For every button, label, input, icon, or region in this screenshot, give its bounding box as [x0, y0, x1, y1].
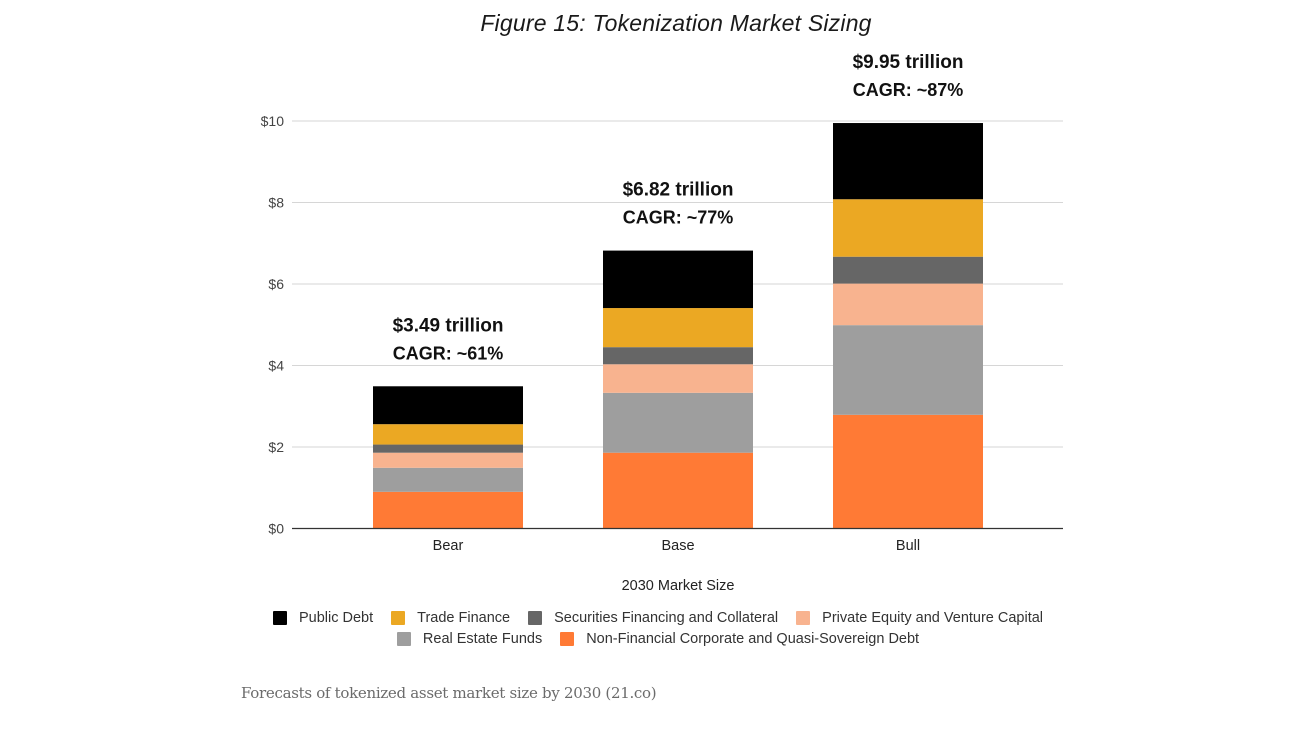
legend-swatch	[560, 632, 575, 646]
bar-segment-public-debt	[603, 250, 753, 309]
legend-row: Real Estate Funds Non-Financial Corporate…	[0, 631, 1311, 647]
bar-segment-non-financial-corporate-and-quasi-sovereign-debt	[833, 414, 983, 529]
legend-item: Private Equity and Venture Capital	[796, 610, 1043, 626]
legend-label: Trade Finance	[417, 610, 511, 626]
x-tick-label: Bull	[896, 538, 920, 554]
legend-label: Private Equity and Venture Capital	[822, 610, 1044, 626]
legend-label: Real Estate Funds	[422, 631, 543, 647]
figure-title: Figure 15: Tokenization Market Sizing	[480, 10, 872, 36]
legend-label: Public Debt	[298, 610, 374, 626]
y-tick-label: $8	[268, 195, 284, 211]
y-tick-label: $4	[268, 358, 284, 374]
bar-segment-private-equity-and-venture-capital	[603, 364, 753, 393]
bar-segment-real-estate-funds	[603, 392, 753, 453]
x-axis-title: 2030 Market Size	[622, 578, 735, 594]
legend-item: Trade Finance	[391, 610, 510, 626]
y-tick-label: $0	[268, 521, 284, 537]
y-tick-label: $2	[268, 439, 284, 455]
bar-segment-public-debt	[833, 123, 983, 200]
bar-segment-real-estate-funds	[833, 325, 983, 415]
bar-segment-private-equity-and-venture-capital	[833, 283, 983, 326]
bar-segment-securities-financing-and-collateral	[833, 256, 983, 284]
bar-segment-private-equity-and-venture-capital	[373, 452, 523, 468]
legend-item: Non-Financial Corporate and Quasi-Sovere…	[560, 631, 919, 647]
total-annotation: $3.49 trillion	[393, 315, 504, 336]
y-tick-label: $10	[261, 113, 285, 129]
bar-segment-public-debt	[373, 386, 523, 425]
bar-segment-securities-financing-and-collateral	[373, 444, 523, 453]
legend-swatch	[391, 611, 406, 625]
x-tick-label: Bear	[433, 538, 464, 554]
legend-row: Public Debt Trade Finance Securities Finan…	[0, 610, 1311, 626]
cagr-annotation: CAGR: ~61%	[393, 343, 504, 363]
bar-segment-non-financial-corporate-and-quasi-sovereign-debt	[603, 452, 753, 529]
bar-segment-trade-finance	[833, 199, 983, 257]
stacked-bar-chart: $0 $2 $4 $6 $8 $10 Bear $3.49 trillion CAGR: ~61…	[261, 52, 1063, 594]
total-annotation: $9.95 trillion	[853, 52, 964, 73]
bar-segment-trade-finance	[603, 308, 753, 348]
legend-swatch	[272, 611, 287, 625]
cagr-annotation: CAGR: ~77%	[623, 208, 734, 228]
x-tick-label: Base	[661, 538, 694, 554]
bar-segment-non-financial-corporate-and-quasi-sovereign-debt	[373, 491, 523, 529]
legend-label: Securities Financing and Collateral	[554, 610, 779, 626]
bar-segment-real-estate-funds	[373, 467, 523, 492]
legend-item: Securities Financing and Collateral	[528, 610, 778, 626]
total-annotation: $6.82 trillion	[623, 180, 734, 201]
bar-segment-trade-finance	[373, 424, 523, 445]
legend-swatch	[796, 611, 811, 625]
legend-item: Public Debt	[272, 610, 374, 626]
bar-segment-securities-financing-and-collateral	[603, 347, 753, 365]
legend-label: Non-Financial Corporate and Quasi-Sovere…	[586, 631, 920, 647]
legend-swatch	[528, 611, 543, 625]
legend-item: Real Estate Funds	[396, 631, 543, 647]
legend-swatch	[396, 632, 411, 646]
figure-caption: Forecasts of tokenized asset market size…	[241, 684, 657, 702]
y-tick-label: $6	[268, 276, 284, 292]
cagr-annotation: CAGR: ~87%	[853, 80, 964, 100]
